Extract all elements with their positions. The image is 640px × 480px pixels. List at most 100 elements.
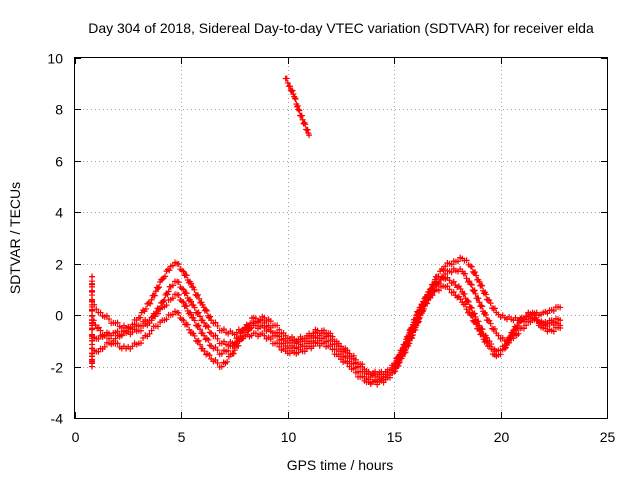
- track-b-point: [310, 343, 317, 350]
- segment-high-point: [299, 116, 306, 123]
- track-a-point: [472, 269, 479, 276]
- track-b-point: [202, 323, 209, 330]
- segment-high-point: [289, 87, 296, 94]
- track-c-point: [467, 304, 474, 311]
- track-d-point: [415, 308, 422, 315]
- track-a-point: [191, 286, 198, 293]
- track-d-point: [479, 331, 486, 338]
- track-d-point: [468, 312, 475, 319]
- track-a-point: [479, 282, 486, 289]
- track-a-point: [142, 305, 149, 312]
- track-b-point: [205, 324, 212, 331]
- track-b-point: [327, 343, 334, 350]
- track-d-point: [191, 332, 198, 339]
- track-a-point: [468, 263, 475, 270]
- track-a-point: [463, 257, 470, 264]
- track-a-point: [448, 261, 455, 268]
- track-a-point: [476, 278, 483, 285]
- y-tick-label: 0: [55, 308, 63, 324]
- y-tick-label: -4: [51, 411, 64, 427]
- track-b-point: [521, 325, 528, 332]
- track-d-point: [238, 335, 245, 342]
- track-d-point: [194, 338, 201, 345]
- track-c-point: [232, 339, 239, 346]
- track-b-point: [191, 304, 198, 311]
- track-d-point: [276, 326, 283, 333]
- track-b-point: [194, 310, 201, 317]
- track-d-point: [224, 358, 231, 365]
- track-b-point: [523, 322, 530, 329]
- track-a-point: [101, 343, 108, 350]
- track-b-point: [276, 343, 283, 350]
- track-c-point: [435, 279, 442, 286]
- track-c-point: [214, 347, 221, 354]
- data-points: [89, 75, 564, 388]
- track-d-point: [163, 316, 170, 323]
- track-a-point: [180, 268, 187, 275]
- track-d-point: [409, 321, 416, 328]
- track-d-point: [466, 309, 473, 316]
- track-d-point: [415, 309, 422, 316]
- x-tick-label: 0: [72, 429, 80, 445]
- track-d-point: [473, 321, 480, 328]
- track-b-point: [475, 295, 482, 302]
- track-d-point: [261, 314, 268, 321]
- track-d-point: [267, 318, 274, 325]
- track-d-point: [483, 339, 490, 346]
- track-b-point: [515, 330, 522, 337]
- track-d-point: [97, 327, 104, 334]
- segment-high-point: [296, 107, 303, 114]
- track-a-point: [440, 266, 447, 273]
- grid-lines: [75, 58, 607, 418]
- track-a-point: [220, 326, 227, 333]
- track-d-point: [95, 324, 102, 331]
- track-b-point: [448, 269, 455, 276]
- track-c-point: [483, 334, 490, 341]
- segment-high-point: [295, 106, 302, 113]
- track-d-point: [240, 332, 247, 339]
- track-b-point: [420, 305, 427, 312]
- track-d-point: [462, 301, 469, 308]
- track-d-point: [476, 327, 483, 334]
- track-d-point: [435, 287, 442, 294]
- track-d-point: [401, 342, 408, 349]
- track-b-point: [329, 346, 336, 353]
- track-d-point: [103, 332, 110, 339]
- track-d-point: [137, 340, 144, 347]
- track-b-point: [359, 373, 366, 380]
- track-b-point: [352, 369, 359, 376]
- y-axis-label: SDTVAR / TECUs: [7, 182, 23, 294]
- track-d-point: [429, 292, 436, 299]
- track-d-point: [214, 359, 221, 366]
- track-d-point: [255, 319, 262, 326]
- segment-high-point: [302, 121, 309, 128]
- track-d-point: [392, 360, 399, 367]
- track-d-point: [409, 324, 416, 331]
- track-b-point: [261, 332, 268, 339]
- track-d-point: [218, 363, 225, 370]
- track-b-point: [557, 317, 564, 324]
- track-a-point: [482, 291, 489, 298]
- track-a-point: [147, 300, 154, 307]
- track-d-point: [412, 316, 419, 323]
- track-b-point: [206, 329, 213, 336]
- track-d-point: [463, 306, 470, 313]
- start-spike-point: [89, 326, 96, 333]
- track-b-point: [165, 288, 172, 295]
- segment-high-point: [284, 79, 291, 86]
- y-tick-label: 6: [55, 154, 63, 170]
- track-d-point: [186, 326, 193, 333]
- track-b-point: [344, 360, 351, 367]
- track-b-point: [95, 335, 102, 342]
- track-c-point: [430, 283, 437, 290]
- y-tick-label: 4: [55, 205, 63, 221]
- track-a-point: [156, 284, 163, 291]
- track-c-point: [175, 292, 182, 299]
- track-a-point: [187, 280, 194, 287]
- track-b-point: [472, 290, 479, 297]
- track-b-point: [175, 279, 182, 286]
- track-d-point: [472, 317, 479, 324]
- track-c-point: [465, 298, 472, 305]
- track-a-point: [455, 258, 462, 265]
